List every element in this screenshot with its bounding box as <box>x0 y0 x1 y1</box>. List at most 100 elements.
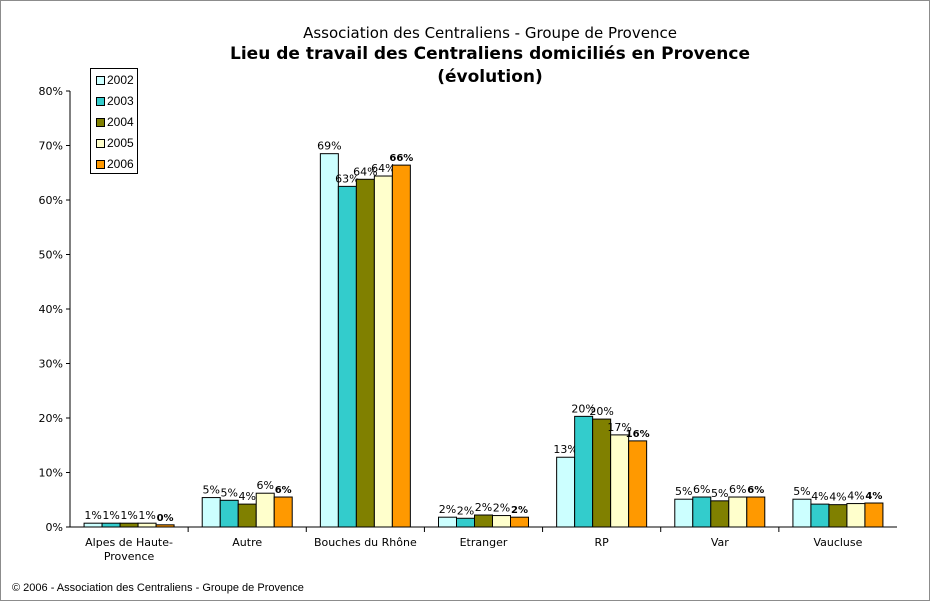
data-label: 63% <box>335 172 359 185</box>
data-label: 64% <box>353 165 377 178</box>
data-label: 69% <box>317 140 341 153</box>
bar <box>692 496 712 528</box>
y-tick-label: 50% <box>39 249 63 262</box>
legend-label: 2004 <box>107 115 134 129</box>
bar <box>846 503 866 528</box>
bar <box>746 496 766 528</box>
data-label: 2% <box>457 504 474 517</box>
bar <box>674 498 694 528</box>
bar <box>219 499 239 528</box>
legend-swatch <box>96 76 105 85</box>
x-tick-label: Provence <box>104 550 155 563</box>
y-tick-label: 80% <box>39 85 63 98</box>
bar <box>438 516 457 528</box>
copyright-footer: © 2006 - Association des Centraliens - G… <box>12 582 304 594</box>
data-label: 64% <box>371 162 395 175</box>
bar <box>710 500 730 528</box>
x-tick-label: Bouches du Rhône <box>314 536 417 549</box>
bar <box>137 522 157 528</box>
data-label: 5% <box>220 486 237 499</box>
bar <box>592 418 612 528</box>
bar <box>556 456 576 528</box>
x-tick-label: Var <box>711 536 729 549</box>
data-label: 5% <box>793 485 810 498</box>
data-label: 6% <box>693 483 710 496</box>
y-tick-label: 60% <box>39 194 63 207</box>
chart-title-evolution: (évolution) <box>437 67 543 87</box>
bar <box>255 492 275 528</box>
data-label: 2% <box>439 503 456 516</box>
legend-swatch <box>96 139 105 148</box>
legend-swatch <box>96 118 105 127</box>
data-label: 6% <box>275 485 292 496</box>
data-label: 1% <box>138 509 155 522</box>
y-tick-label: 10% <box>39 467 63 480</box>
y-tick-label: 0% <box>46 521 63 534</box>
bar <box>574 415 594 528</box>
bar <box>373 175 393 528</box>
bar <box>119 522 139 528</box>
data-label: 17% <box>607 421 631 434</box>
data-label: 4% <box>811 490 828 503</box>
data-label: 2% <box>493 502 510 515</box>
chart-legend: 2002 2003 2004 2005 2006 <box>90 68 138 174</box>
bar <box>864 502 884 528</box>
bar <box>792 498 812 528</box>
chart-title: Lieu de travail des Centraliens domicili… <box>230 44 750 64</box>
data-label: 4% <box>847 490 864 503</box>
x-tick-label: Autre <box>232 536 262 549</box>
bar <box>355 178 375 528</box>
x-tick-label: Alpes de Haute- <box>85 536 173 549</box>
bar <box>319 153 339 528</box>
data-label: 6% <box>256 479 273 492</box>
data-label: 4% <box>865 491 882 502</box>
legend-label: 2002 <box>107 73 134 87</box>
legend-swatch <box>96 160 105 169</box>
bar <box>391 164 411 528</box>
data-label: 2% <box>475 501 492 514</box>
legend-label: 2003 <box>107 94 134 108</box>
x-tick-label: RP <box>595 536 610 549</box>
bar <box>237 503 257 528</box>
bar <box>610 434 630 528</box>
data-label: 6% <box>747 485 764 496</box>
legend-label: 2005 <box>107 136 134 150</box>
bar <box>728 496 748 528</box>
data-label: 13% <box>553 443 577 456</box>
data-label: 6% <box>729 483 746 496</box>
bar <box>273 496 293 528</box>
bar <box>83 522 103 528</box>
data-label: 20% <box>571 402 595 415</box>
bar <box>628 440 648 528</box>
data-label: 1% <box>84 509 101 522</box>
bar <box>337 185 357 528</box>
x-tick-label: Etranger <box>460 536 508 549</box>
bar <box>810 503 830 528</box>
data-label: 5% <box>711 487 728 500</box>
x-tick-label: Vaucluse <box>813 536 862 549</box>
data-label: 5% <box>202 484 219 497</box>
data-label: 1% <box>102 509 119 522</box>
y-tick-label: 40% <box>39 303 63 316</box>
data-label: 66% <box>389 153 413 164</box>
bar <box>155 524 175 528</box>
bar <box>492 515 511 528</box>
bar <box>474 514 493 528</box>
data-label: 5% <box>675 485 692 498</box>
y-tick-label: 70% <box>39 140 63 153</box>
bar <box>101 522 121 528</box>
y-tick-label: 30% <box>39 358 63 371</box>
data-label: 1% <box>120 509 137 522</box>
y-tick-label: 20% <box>39 412 63 425</box>
bar <box>456 517 475 528</box>
data-label: 16% <box>626 429 650 440</box>
data-label: 4% <box>829 491 846 504</box>
data-label: 4% <box>238 490 255 503</box>
data-label: 2% <box>511 505 528 516</box>
data-label: 0% <box>157 513 174 524</box>
bar <box>201 497 221 528</box>
legend-label: 2006 <box>107 157 134 171</box>
legend-swatch <box>96 97 105 106</box>
